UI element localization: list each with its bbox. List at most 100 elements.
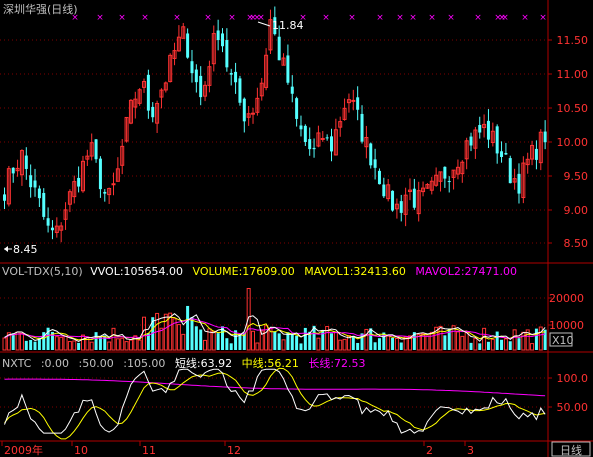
- volume-bar: [186, 305, 190, 350]
- volume-bar: [451, 325, 456, 351]
- volume-bar: [133, 335, 138, 351]
- candle-body: [190, 61, 194, 74]
- candle-body: [517, 173, 521, 194]
- volume-bar: [364, 328, 369, 351]
- short-line-value: 短线:63.92: [174, 357, 233, 370]
- time-axis-label: 11: [142, 444, 156, 457]
- nxtc-param-3: :105.00: [123, 357, 166, 370]
- volume-bar: [111, 327, 116, 351]
- volume-bar: [264, 325, 269, 351]
- candle-body: [11, 167, 15, 174]
- candle-body: [447, 181, 451, 183]
- volume-bar: [490, 338, 495, 351]
- volume-unit-label: X10: [552, 334, 574, 347]
- candle-body: [120, 145, 125, 166]
- volume-bar: [482, 327, 487, 351]
- candle-body: [264, 54, 269, 88]
- volume-bar: [72, 340, 77, 351]
- candle-body: [356, 97, 360, 110]
- candle-body: [159, 89, 164, 98]
- signal-marker: ×: [348, 13, 356, 23]
- period-button-label: 日线: [560, 443, 582, 457]
- price-axis-label: 11.50: [557, 34, 589, 47]
- volume-bar: [460, 335, 465, 351]
- signal-marker: ×: [118, 13, 126, 23]
- candle-body: [211, 33, 216, 65]
- candle-body: [512, 178, 517, 183]
- candle-body: [429, 180, 434, 191]
- volume-bar: [295, 335, 299, 350]
- volume-bar: [338, 339, 343, 351]
- volume-bar: [373, 342, 377, 350]
- candle-body: [207, 66, 212, 86]
- volume-bar: [333, 331, 338, 351]
- volume-axis-label: 20000: [549, 292, 584, 305]
- candle-body: [146, 74, 150, 111]
- volume-value: VOLUME:17609.00: [192, 265, 295, 278]
- time-axis-label: 2009年: [4, 443, 43, 457]
- volume-bar: [59, 336, 64, 351]
- candle-body: [225, 40, 229, 68]
- nxtc-legend: NXTC :0.00 :50.00 :105.00 短线:63.92 中线:56…: [2, 355, 366, 371]
- candle-body: [168, 54, 173, 83]
- volume-bar: [321, 330, 325, 350]
- volume-bar: [534, 328, 538, 350]
- volume-bar: [360, 333, 364, 350]
- volume-bar: [63, 336, 68, 351]
- volume-bar: [42, 332, 46, 350]
- candle-body: [508, 158, 512, 184]
- volume-unit-badge[interactable]: [549, 332, 573, 347]
- candle-body: [273, 17, 277, 35]
- volume-bar: [399, 342, 403, 350]
- low-price-marker: 8.45: [13, 243, 38, 256]
- candle-body: [333, 129, 338, 156]
- candle-body: [342, 107, 347, 120]
- candle-body: [534, 148, 538, 160]
- candle-body: [500, 151, 504, 158]
- candle-body: [221, 33, 224, 47]
- time-axis-label: 12: [227, 444, 241, 457]
- candle-body: [407, 189, 412, 193]
- volume-bar: [512, 329, 517, 351]
- volume-bar: [24, 340, 28, 350]
- volume-bar: [11, 333, 15, 350]
- signal-marker: ×: [539, 13, 547, 23]
- signal-marker: ×: [396, 13, 404, 23]
- signal-marker: ×: [71, 13, 79, 23]
- volume-bar: [434, 326, 439, 351]
- candle-body: [50, 227, 54, 231]
- volume-bar: [29, 339, 33, 350]
- candle-body: [469, 136, 473, 146]
- nxtc-axis-label: 50.00: [557, 401, 589, 414]
- volume-bar: [277, 333, 281, 350]
- candle-body: [46, 218, 50, 226]
- volume-bar: [508, 341, 512, 350]
- mavol2-value: MAVOL2:27471.00: [415, 265, 518, 278]
- candle-body: [325, 137, 329, 139]
- period-button[interactable]: [551, 441, 591, 457]
- signal-marker: ×: [474, 13, 482, 23]
- signal-marker: ×: [494, 13, 502, 23]
- candle-body: [37, 188, 41, 199]
- candle-body: [377, 170, 381, 185]
- volume-bar: [316, 337, 321, 351]
- volume-bar: [159, 327, 164, 351]
- candle-body: [308, 139, 312, 150]
- volume-bar: [124, 341, 129, 351]
- candle-body: [464, 140, 469, 160]
- volume-bar: [356, 342, 360, 350]
- candle-body: [77, 177, 81, 187]
- volume-bar: [54, 336, 59, 351]
- candle-body: [59, 225, 64, 231]
- nxtc-axis-label: 100.0: [557, 372, 589, 385]
- candle-body: [543, 131, 547, 143]
- volume-bar: [421, 333, 426, 351]
- volume-bar: [67, 341, 72, 351]
- candle-body: [155, 102, 160, 124]
- signal-marker: ×: [501, 13, 509, 23]
- volume-bar: [303, 327, 307, 350]
- volume-bar: [128, 339, 133, 351]
- signal-marker: ×: [409, 13, 417, 23]
- signal-marker: ×: [249, 13, 257, 23]
